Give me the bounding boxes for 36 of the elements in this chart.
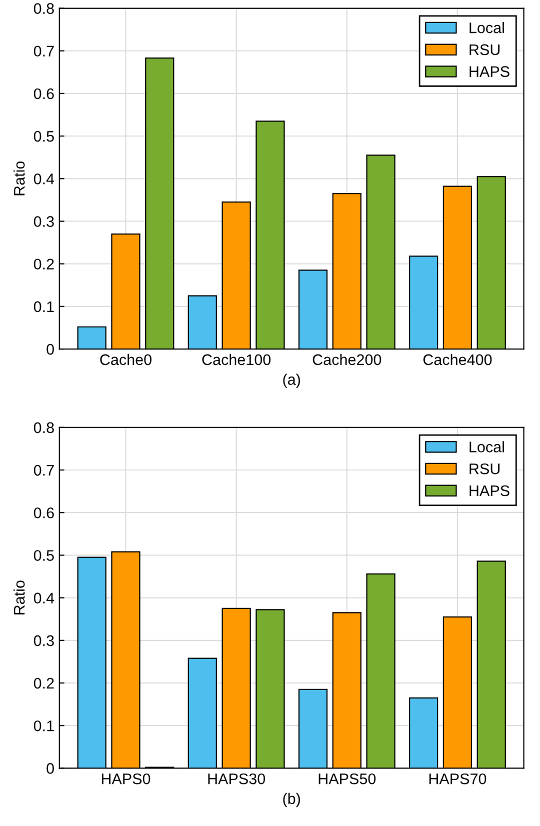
x-axis-title: (b) bbox=[283, 792, 300, 808]
y-tick-label: 0.2 bbox=[34, 678, 54, 689]
y-tick-label: 0.5 bbox=[34, 130, 54, 142]
y-tick-label: 0.6 bbox=[34, 507, 54, 518]
legend-label: RSU bbox=[470, 44, 500, 56]
legend-label: Local bbox=[470, 22, 504, 34]
y-tick-label: 0.3 bbox=[34, 635, 54, 646]
y-tick-label: 0.8 bbox=[34, 3, 54, 14]
legend-label: Local bbox=[470, 441, 504, 452]
y-tick-label: 0.2 bbox=[34, 258, 54, 270]
x-tick-label: HAPS30 bbox=[208, 773, 266, 784]
y-tick-label: 0 bbox=[46, 344, 54, 355]
y-tick-label: 0.3 bbox=[34, 216, 54, 227]
legend-label: RSU bbox=[470, 463, 500, 474]
legend-label: HAPS bbox=[470, 66, 510, 77]
y-tick-label: 0.1 bbox=[34, 301, 54, 312]
x-tick-label: Cache200 bbox=[312, 354, 382, 366]
y-tick-label: 0.7 bbox=[34, 46, 54, 57]
y-tick-label: 0.7 bbox=[34, 464, 54, 476]
legend-label: HAPS bbox=[470, 485, 510, 496]
y-tick-label: 0.8 bbox=[34, 422, 54, 434]
x-tick-label: HAPS0 bbox=[102, 773, 150, 784]
y-axis-title: Ratio bbox=[14, 161, 25, 196]
x-tick-label: HAPS50 bbox=[318, 773, 376, 784]
y-tick-label: 0.1 bbox=[34, 720, 54, 732]
y-tick-label: 0.4 bbox=[34, 174, 54, 184]
x-axis-title: (a) bbox=[283, 374, 300, 388]
x-tick-label: HAPS70 bbox=[429, 773, 486, 784]
y-tick-label: 0.4 bbox=[34, 592, 54, 604]
y-tick-label: 0.6 bbox=[34, 88, 54, 100]
y-axis-title: Ratio bbox=[14, 580, 25, 614]
x-tick-label: Cache100 bbox=[202, 354, 271, 366]
y-tick-label: 0.5 bbox=[34, 550, 54, 561]
y-tick-label: 0 bbox=[46, 763, 54, 774]
x-tick-label: Cache400 bbox=[423, 354, 492, 366]
x-tick-label: Cache0 bbox=[100, 354, 152, 366]
